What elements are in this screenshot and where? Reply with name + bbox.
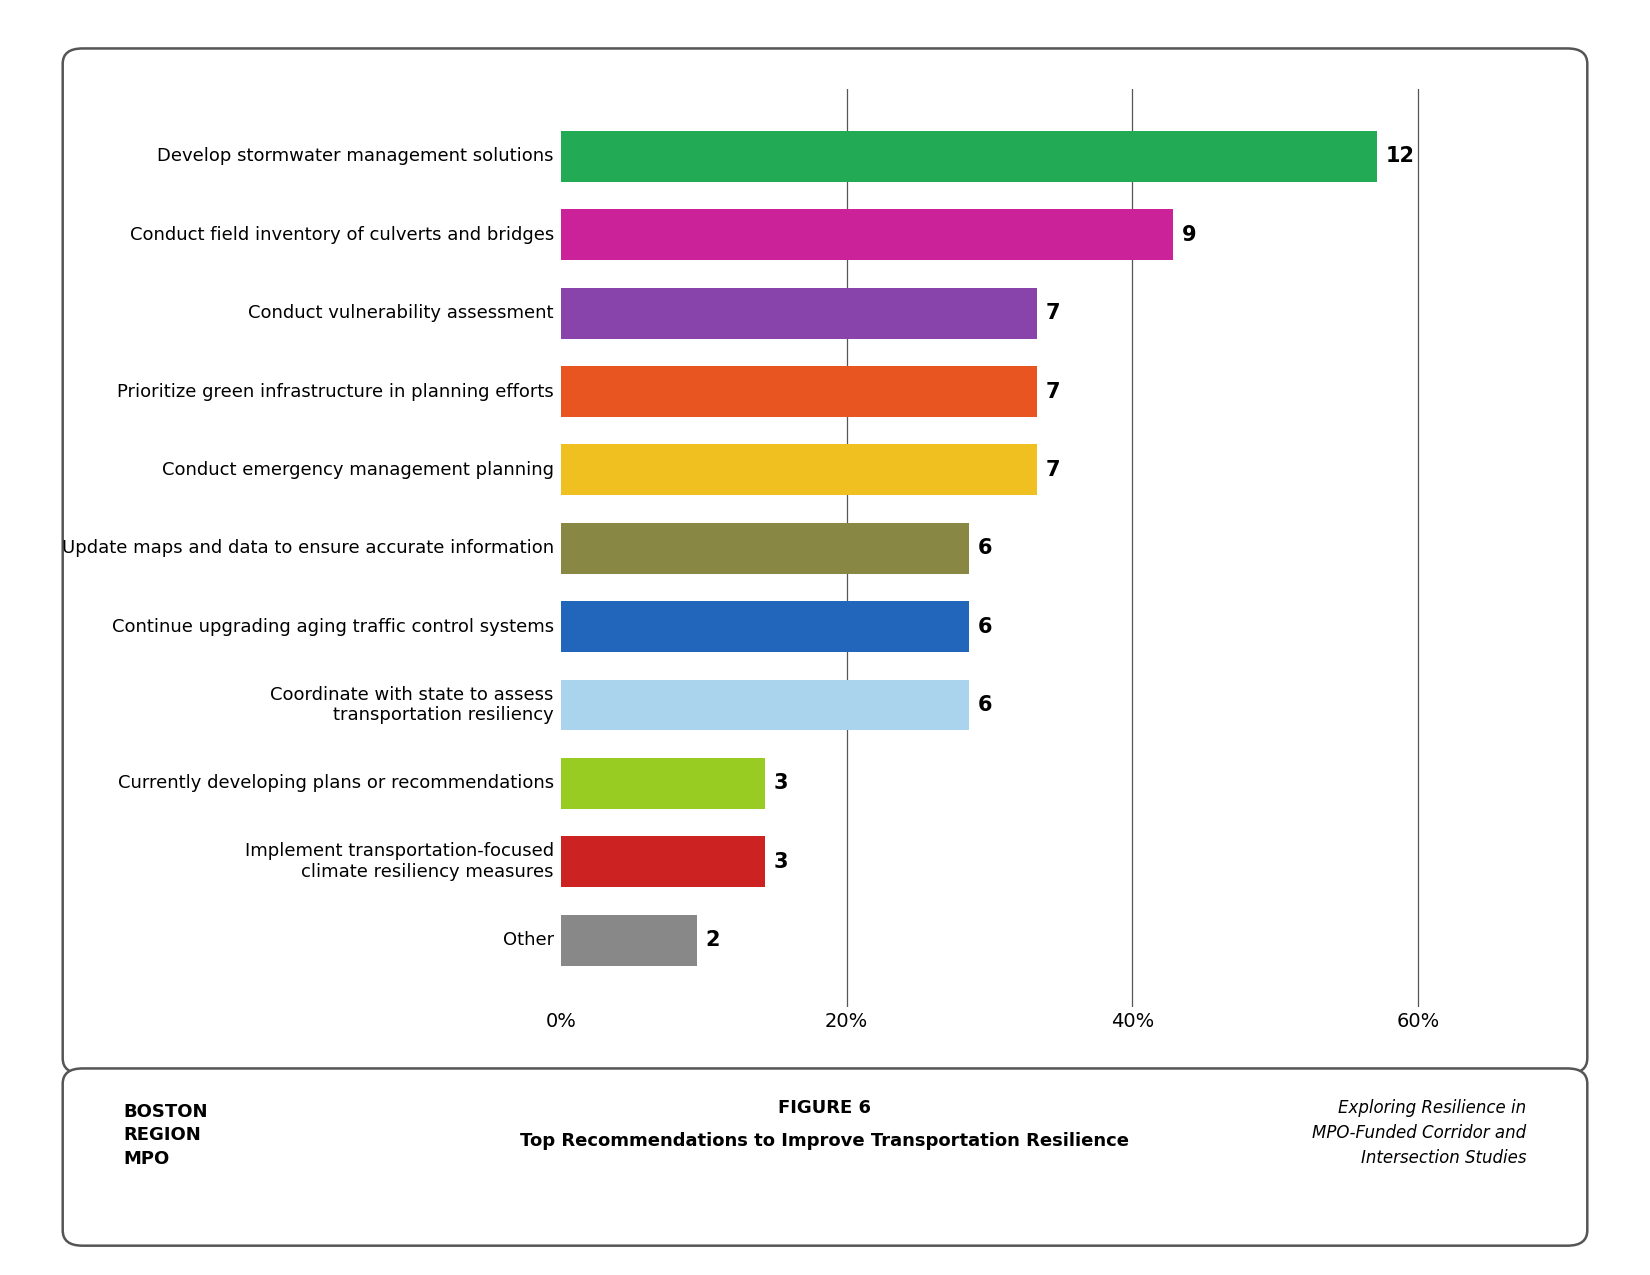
Text: 6: 6: [978, 617, 992, 636]
Text: 12: 12: [1386, 147, 1414, 167]
Text: Continue upgrading aging traffic control systems: Continue upgrading aging traffic control…: [112, 617, 554, 636]
Text: 9: 9: [1181, 224, 1196, 245]
Bar: [561, 366, 1038, 417]
Bar: [561, 209, 1173, 260]
Text: 2: 2: [706, 929, 719, 950]
Text: Implement transportation-focused
climate resiliency measures: Implement transportation-focused climate…: [244, 843, 554, 881]
Text: 6: 6: [978, 695, 992, 715]
Text: Conduct emergency management planning: Conduct emergency management planning: [162, 460, 554, 479]
Bar: [561, 601, 969, 652]
Text: Exploring Resilience in
MPO-Funded Corridor and
Intersection Studies: Exploring Resilience in MPO-Funded Corri…: [1312, 1099, 1526, 1167]
Bar: [561, 914, 696, 965]
Bar: [561, 288, 1038, 339]
Text: FIGURE 6: FIGURE 6: [779, 1099, 871, 1117]
Text: Conduct field inventory of culverts and bridges: Conduct field inventory of culverts and …: [130, 226, 554, 244]
Text: 7: 7: [1046, 460, 1061, 479]
Text: 3: 3: [774, 852, 789, 872]
Text: Prioritize green infrastructure in planning efforts: Prioritize green infrastructure in plann…: [117, 382, 554, 400]
Bar: [561, 445, 1038, 496]
Text: Other: Other: [503, 931, 554, 949]
Text: Conduct vulnerability assessment: Conduct vulnerability assessment: [249, 305, 554, 323]
Bar: [561, 131, 1378, 182]
Text: Update maps and data to ensure accurate information: Update maps and data to ensure accurate …: [61, 539, 554, 557]
Text: Develop stormwater management solutions: Develop stormwater management solutions: [157, 148, 554, 166]
Text: Currently developing plans or recommendations: Currently developing plans or recommenda…: [117, 774, 554, 792]
Bar: [561, 757, 766, 808]
Text: 7: 7: [1046, 303, 1061, 323]
Text: Coordinate with state to assess
transportation resiliency: Coordinate with state to assess transpor…: [271, 686, 554, 724]
Text: 7: 7: [1046, 381, 1061, 402]
Text: 3: 3: [774, 774, 789, 793]
Bar: [561, 680, 969, 731]
Text: Top Recommendations to Improve Transportation Resilience: Top Recommendations to Improve Transport…: [520, 1132, 1130, 1150]
Bar: [561, 836, 766, 887]
Text: BOSTON
REGION
MPO: BOSTON REGION MPO: [124, 1103, 208, 1168]
Text: 6: 6: [978, 538, 992, 558]
Bar: [561, 523, 969, 574]
